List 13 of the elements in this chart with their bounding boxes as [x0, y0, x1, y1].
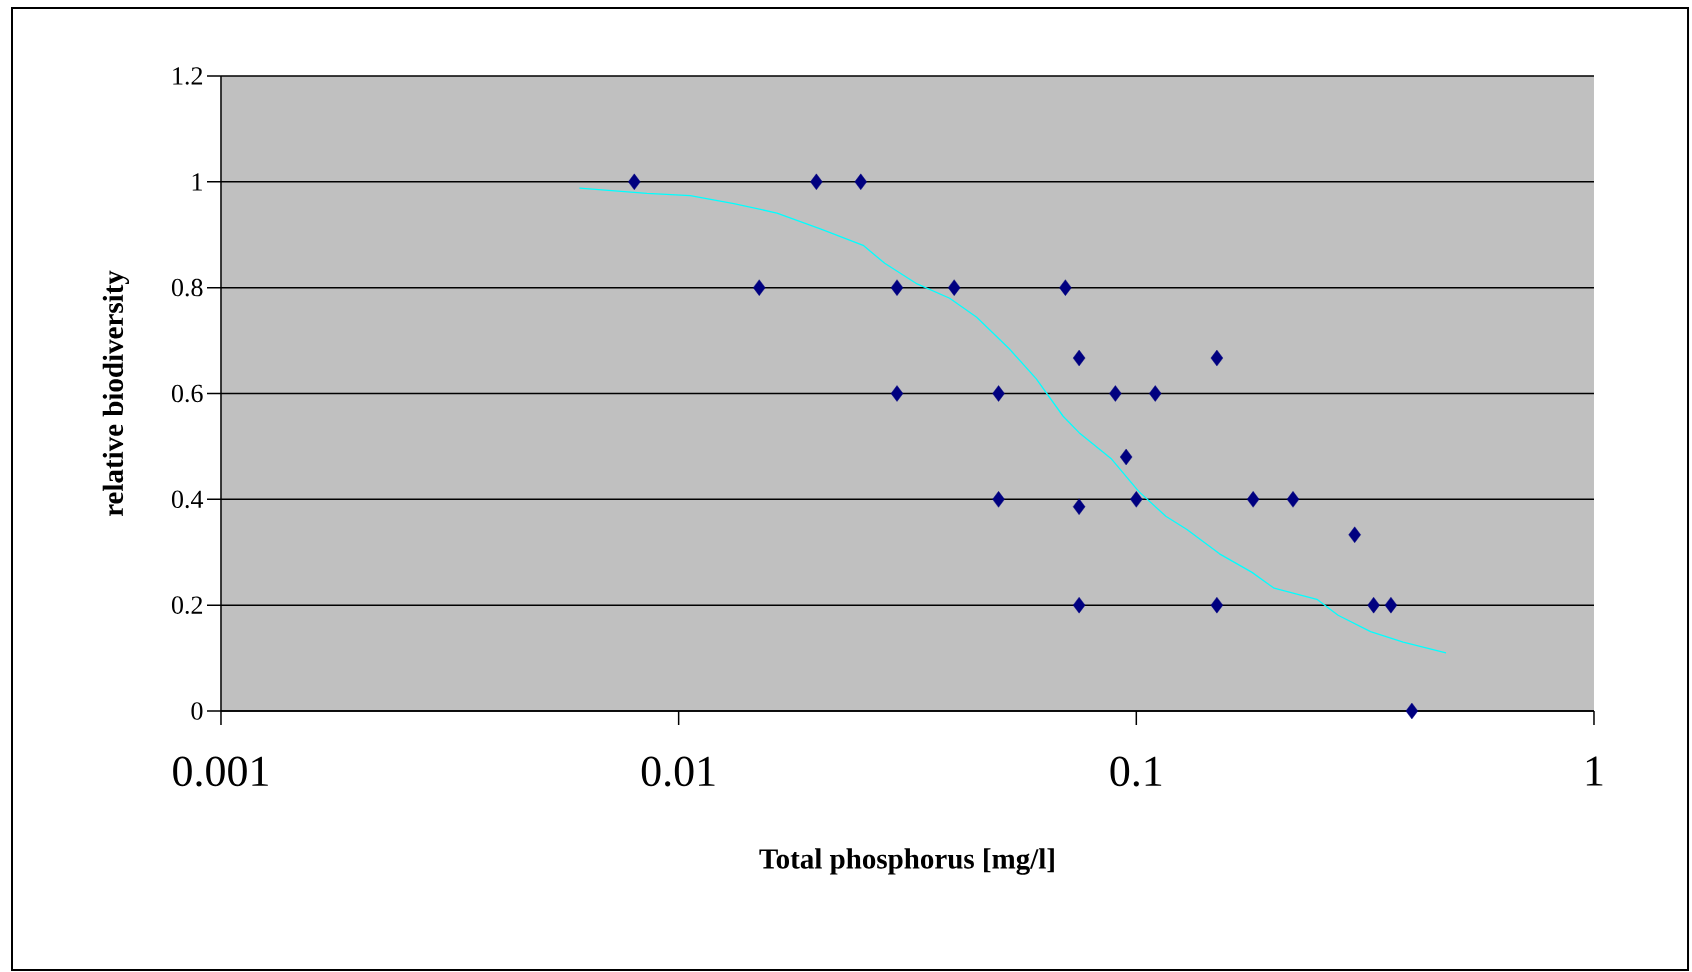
x-tick-label: 0.001 — [173, 756, 268, 787]
x-tick-label: 1 — [1586, 756, 1603, 786]
y-tick-label: 1 — [192, 173, 202, 191]
x-axis-title: Total phosphorus [mg/l] — [759, 848, 1054, 875]
y-axis-title: relative biodiversity — [102, 270, 130, 517]
y-tick-label: 0.6 — [171, 384, 203, 403]
y-tick-label: 1.2 — [173, 67, 203, 85]
y-tick-label: 0.8 — [171, 278, 203, 297]
x-tick-label: 0.1 — [1110, 756, 1162, 787]
y-tick-label: 0 — [191, 702, 203, 720]
y-tick-label: 0.4 — [171, 490, 204, 509]
y-tick-label: 0.2 — [171, 596, 203, 614]
x-tick-label: 0.01 — [641, 756, 715, 787]
